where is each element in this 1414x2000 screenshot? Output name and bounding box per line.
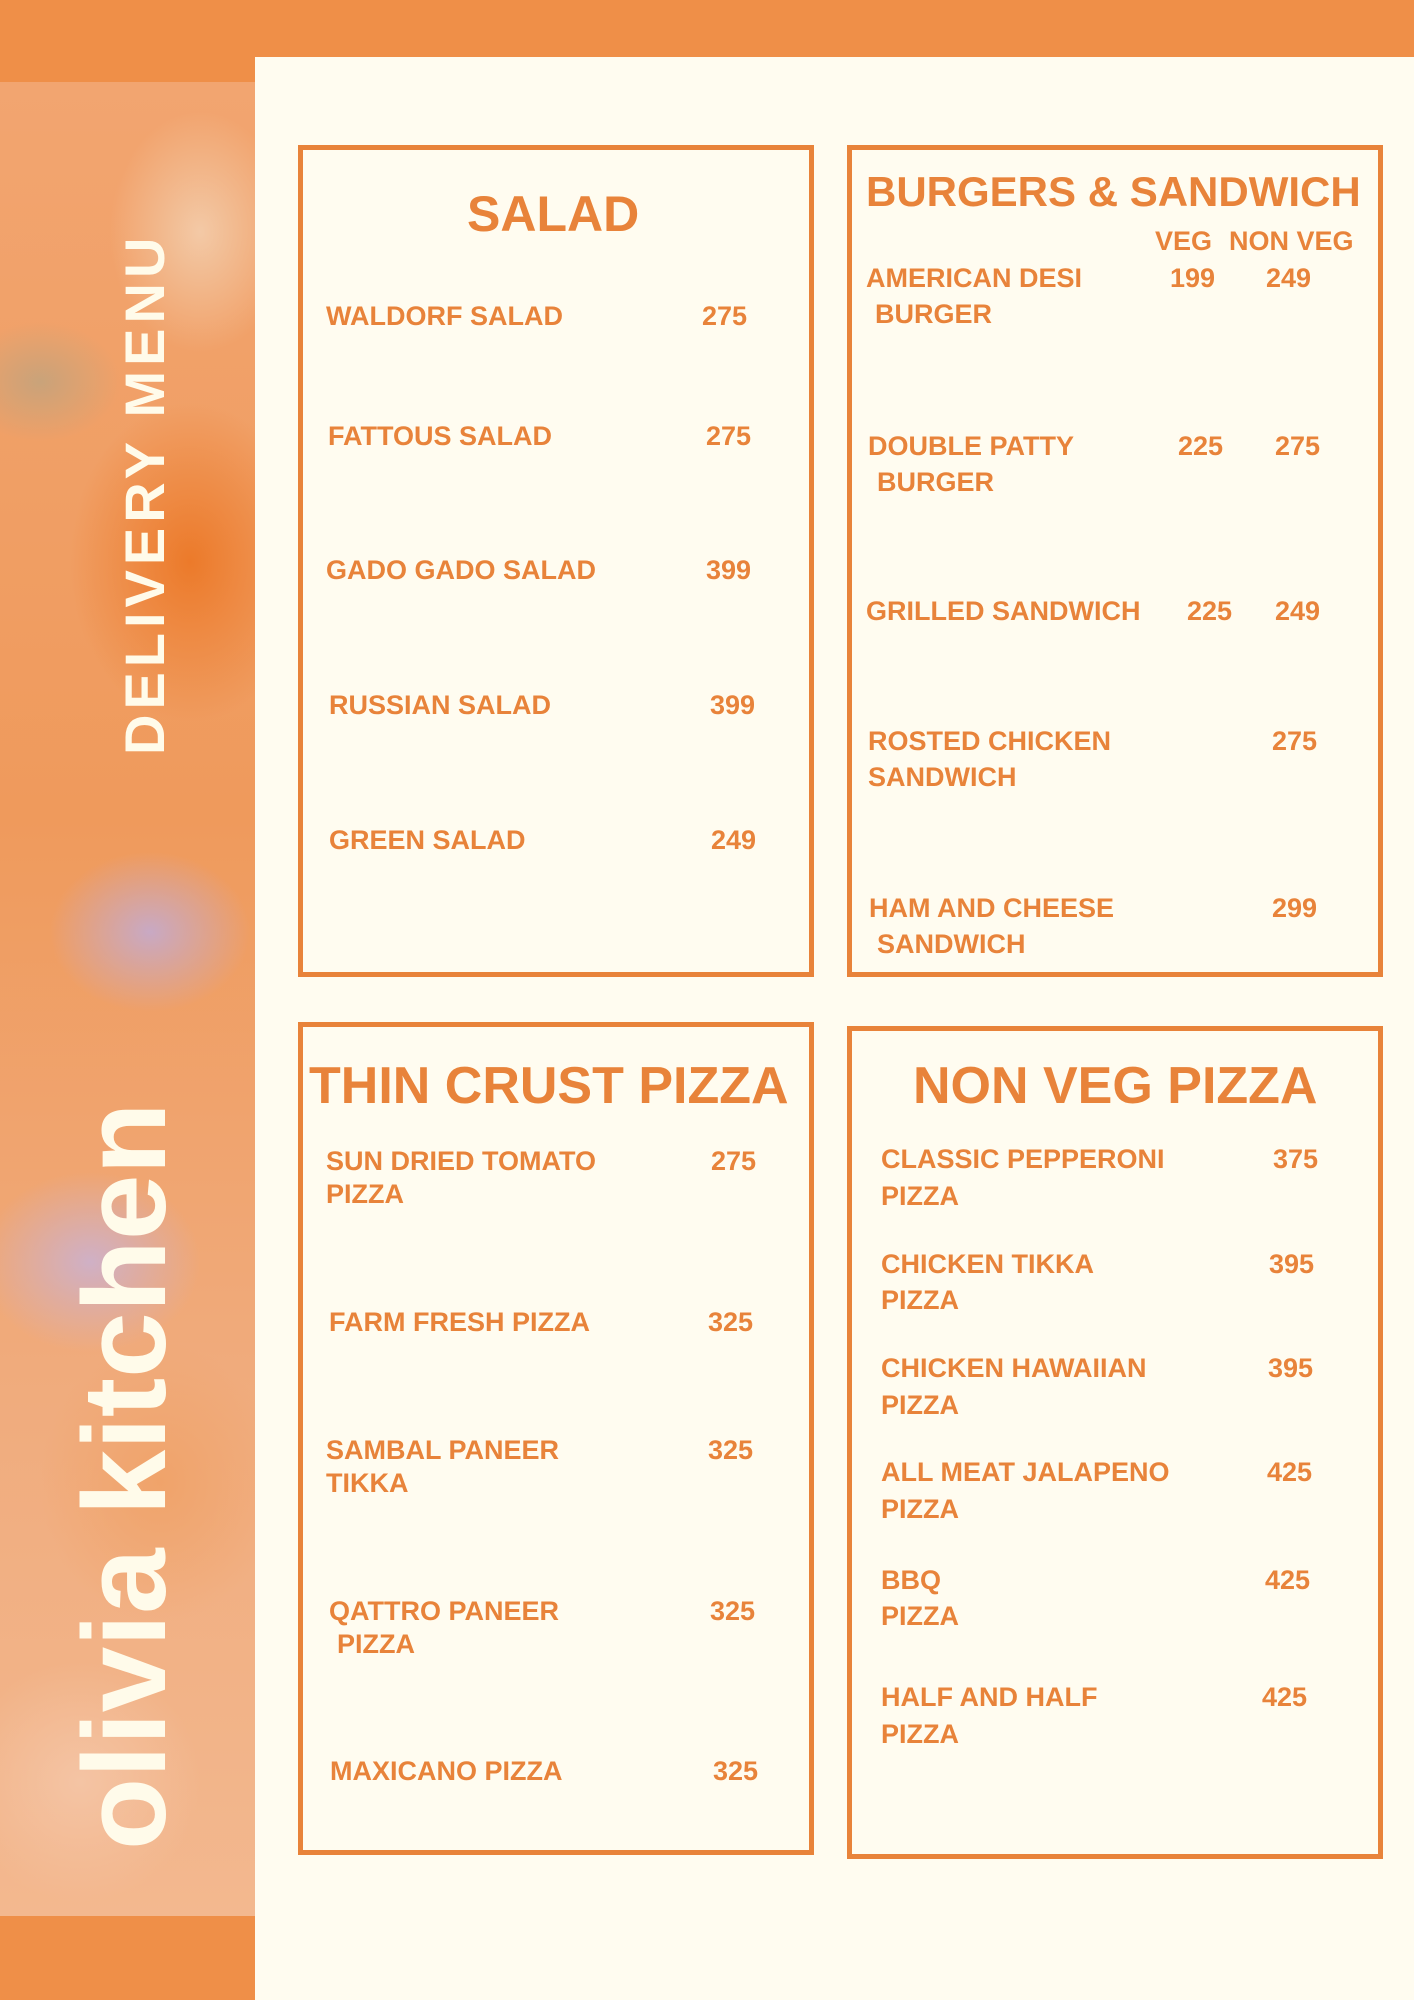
menu-item-price: 325 xyxy=(708,1435,754,1465)
menu-item-name-line2: SANDWICH xyxy=(868,762,1017,792)
burgers-title: BURGERS & SANDWICH xyxy=(866,168,1361,215)
menu-item-name: GRILLED SANDWICH xyxy=(866,596,1141,626)
menu-item-name: QATTRO PANEER xyxy=(329,1596,560,1626)
menu-item-price: 275 xyxy=(702,301,748,331)
non-veg-pizza-section xyxy=(847,1026,1383,1859)
menu-item-name: FATTOUS SALAD xyxy=(328,421,553,451)
menu-item-name-line2: BURGER xyxy=(877,467,995,497)
menu-item-price: 249 xyxy=(711,825,757,855)
menu-item-name: SAMBAL PANEER xyxy=(326,1435,560,1465)
menu-item-name: DOUBLE PATTY xyxy=(868,431,1074,461)
thin-crust-pizza-section xyxy=(298,1022,814,1855)
veg-price: 225 xyxy=(1187,596,1233,626)
salad-title: SALAD xyxy=(467,186,640,242)
veg-price: 199 xyxy=(1170,263,1216,293)
non-veg-pizza-title: NON VEG PIZZA xyxy=(913,1057,1318,1115)
menu-item-price: 375 xyxy=(1273,1144,1319,1174)
brand-name: olivia kitchen xyxy=(59,1102,191,1850)
menu-item-price: 425 xyxy=(1265,1565,1311,1595)
thin-crust-title: THIN CRUST PIZZA xyxy=(309,1057,789,1115)
menu-item-price: 399 xyxy=(710,690,756,720)
menu-item-price: 395 xyxy=(1269,1249,1315,1279)
menu-item-name: FARM FRESH PIZZA xyxy=(329,1307,590,1337)
nonveg-price: 249 xyxy=(1266,263,1312,293)
menu-item-name-line2: PIZZA xyxy=(881,1601,959,1631)
menu-item-name-line2: PIZZA xyxy=(881,1285,959,1315)
menu-item-price: 425 xyxy=(1267,1457,1313,1487)
menu-item-name-line2: BURGER xyxy=(875,299,993,329)
menu-item-price: 395 xyxy=(1268,1353,1314,1383)
menu-item-price: 275 xyxy=(706,421,752,451)
nonveg-price: 275 xyxy=(1275,431,1321,461)
menu-item-price: 325 xyxy=(710,1596,756,1626)
salad-section xyxy=(298,145,814,977)
menu-item-name-line2: PIZZA xyxy=(881,1494,959,1524)
floral-image-panel xyxy=(0,82,255,1916)
menu-item-name: ALL MEAT JALAPENO xyxy=(881,1457,1170,1487)
menu-item-name-line2: TIKKA xyxy=(326,1468,409,1498)
menu-item-name: RUSSIAN SALAD xyxy=(329,690,552,720)
nonveg-column-header: NON VEG xyxy=(1229,226,1354,256)
menu-item-name-line2: PIZZA xyxy=(881,1719,959,1749)
menu-item-name: HALF AND HALF xyxy=(881,1682,1098,1712)
menu-item-name-line2: PIZZA xyxy=(881,1390,959,1420)
menu-item-name: HAM AND CHEESE xyxy=(869,893,1115,923)
menu-item-name-line2: PIZZA xyxy=(326,1179,404,1209)
menu-item-name-line2: PIZZA xyxy=(337,1629,415,1659)
nonveg-price: 275 xyxy=(1272,726,1318,756)
delivery-menu-heading: DELIVERY MENU xyxy=(113,232,176,755)
burgers-section xyxy=(847,145,1383,977)
menu-item-name: BBQ xyxy=(881,1565,941,1595)
menu-item-price: 425 xyxy=(1262,1682,1308,1712)
nonveg-price: 299 xyxy=(1272,893,1318,923)
veg-price: 225 xyxy=(1178,431,1224,461)
menu-item-name: WALDORF SALAD xyxy=(326,301,563,331)
nonveg-price: 249 xyxy=(1275,596,1321,626)
menu-item-price: 325 xyxy=(708,1307,754,1337)
menu-item-name: MAXICANO PIZZA xyxy=(330,1756,563,1786)
menu-item-name: SUN DRIED TOMATO xyxy=(326,1146,597,1176)
menu-item-name: CHICKEN HAWAIIAN xyxy=(881,1353,1147,1383)
menu-item-price: 399 xyxy=(706,555,752,585)
menu-item-name: CHICKEN TIKKA xyxy=(881,1249,1094,1279)
menu-item-price: 275 xyxy=(711,1146,757,1176)
menu-item-price: 325 xyxy=(713,1756,759,1786)
menu-item-name: AMERICAN DESI xyxy=(866,263,1083,293)
menu-item-name-line2: SANDWICH xyxy=(877,929,1026,959)
veg-column-header: VEG xyxy=(1155,226,1213,256)
menu-item-name: ROSTED CHICKEN xyxy=(868,726,1112,756)
menu-item-name: GADO GADO SALAD xyxy=(326,555,596,585)
menu-item-name: GREEN SALAD xyxy=(329,825,526,855)
menu-item-name: CLASSIC PEPPERONI xyxy=(881,1144,1165,1174)
menu-item-name-line2: PIZZA xyxy=(881,1181,959,1211)
